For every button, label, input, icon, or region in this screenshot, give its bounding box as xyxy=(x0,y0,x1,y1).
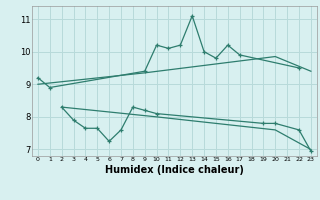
X-axis label: Humidex (Indice chaleur): Humidex (Indice chaleur) xyxy=(105,165,244,175)
